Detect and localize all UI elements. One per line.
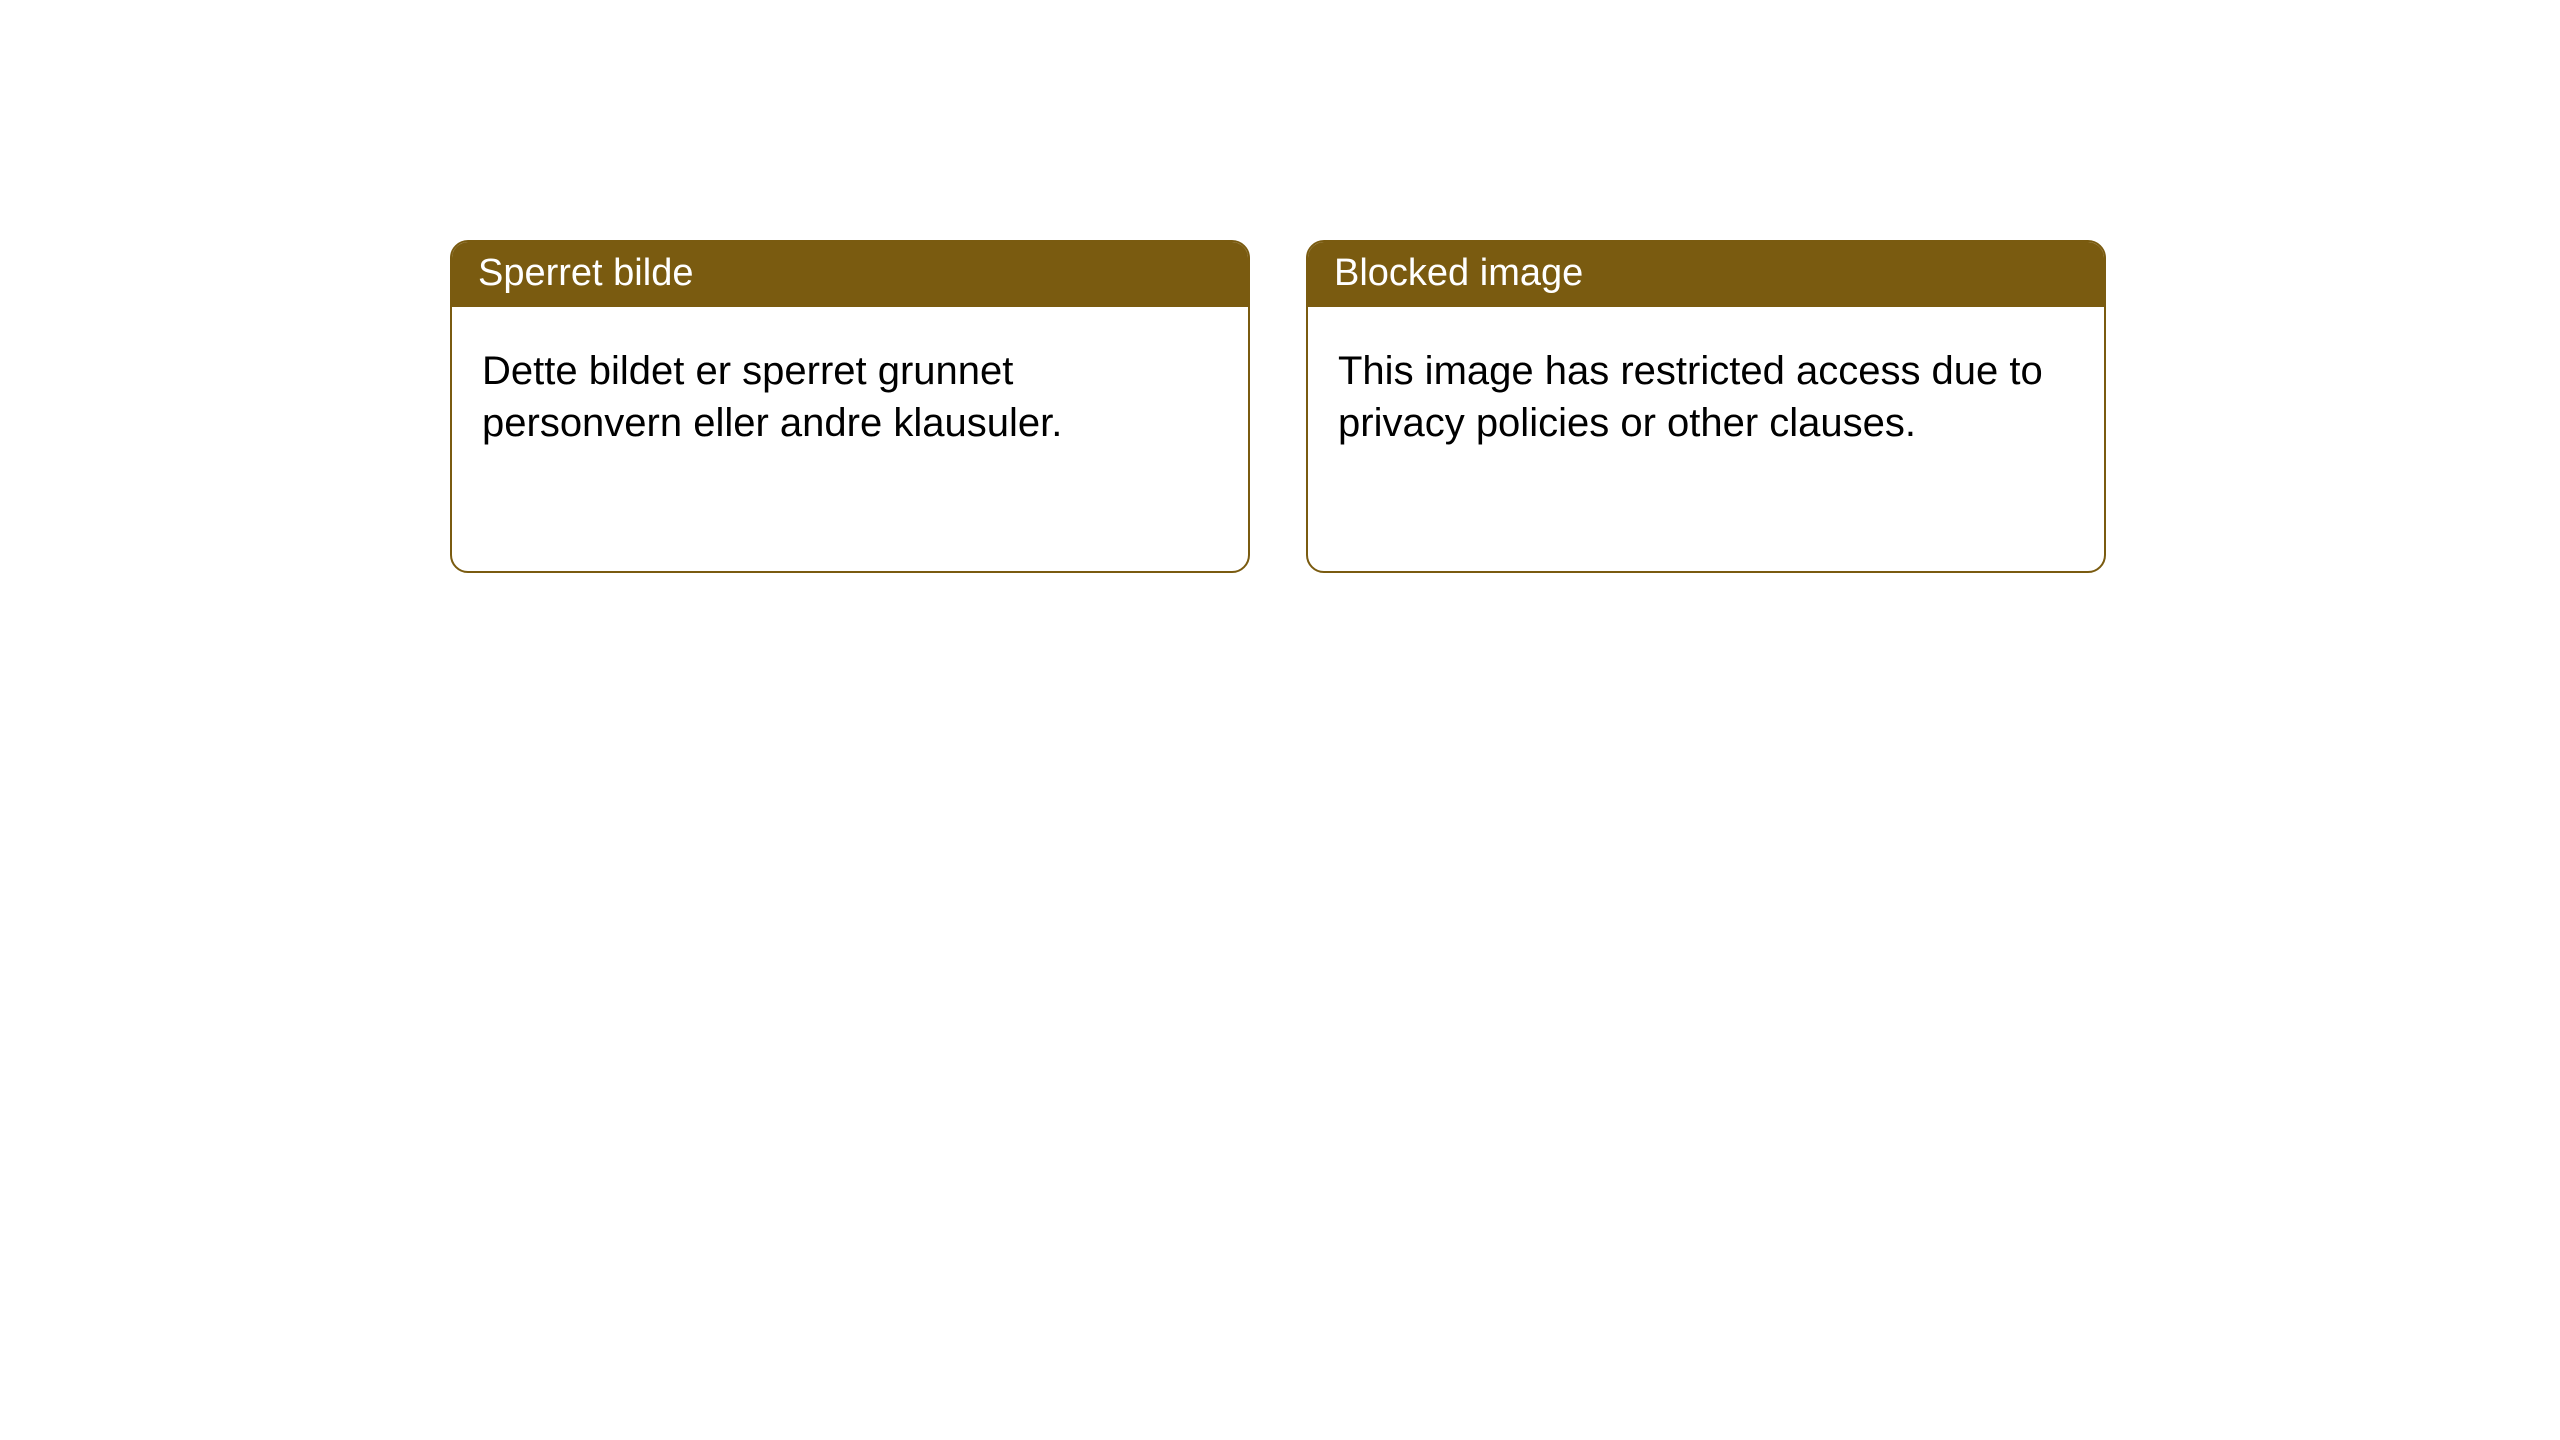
notice-cards-row: Sperret bilde Dette bildet er sperret gr… xyxy=(0,0,2560,573)
blocked-image-card-english: Blocked image This image has restricted … xyxy=(1306,240,2106,573)
card-body-text: This image has restricted access due to … xyxy=(1308,307,2104,487)
card-title: Sperret bilde xyxy=(452,242,1248,307)
card-body-text: Dette bildet er sperret grunnet personve… xyxy=(452,307,1248,487)
blocked-image-card-norwegian: Sperret bilde Dette bildet er sperret gr… xyxy=(450,240,1250,573)
card-title: Blocked image xyxy=(1308,242,2104,307)
